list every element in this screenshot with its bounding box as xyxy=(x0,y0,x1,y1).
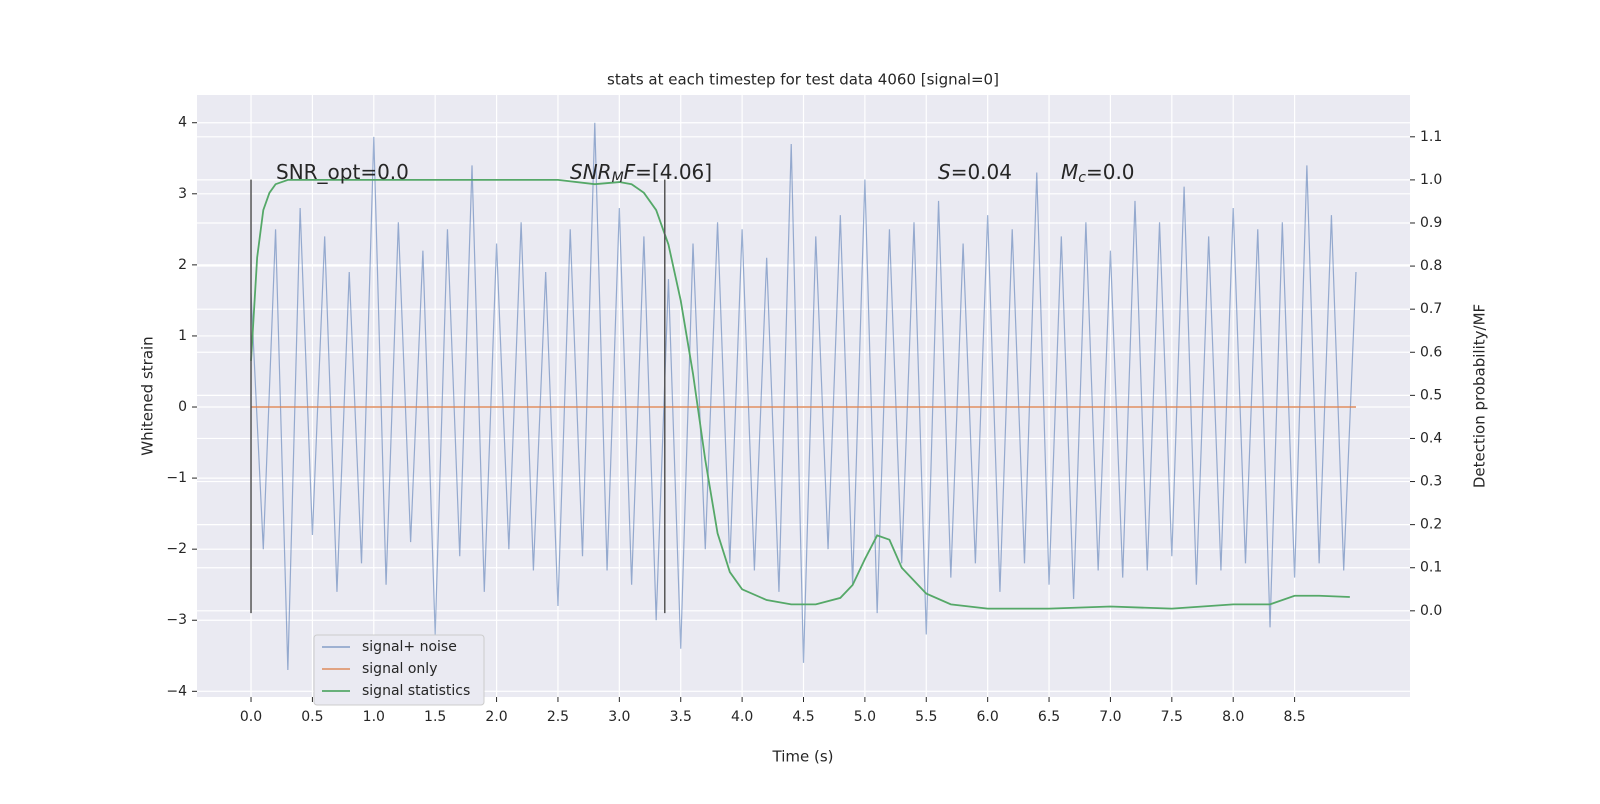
y2-tick-label: 0.7 xyxy=(1420,301,1442,317)
y-axis-label: Whitened strain xyxy=(139,336,157,455)
y-tick-label: 1 xyxy=(178,328,187,344)
x-tick-label: 1.5 xyxy=(424,709,446,725)
x-tick-label: 7.5 xyxy=(1161,709,1183,725)
y2-tick-label: 0.0 xyxy=(1420,603,1442,619)
annotation: SNRMF=[4.06] xyxy=(570,160,712,187)
y2-tick-label: 0.6 xyxy=(1420,344,1442,360)
y-tick-label: 4 xyxy=(178,115,187,131)
y2-tick-label: 0.8 xyxy=(1420,258,1442,274)
y-tick-label: −3 xyxy=(166,612,187,628)
annotation-part: =[4.06] xyxy=(635,160,712,184)
x-tick-label: 1.0 xyxy=(363,709,385,725)
x-tick-label: 5.5 xyxy=(915,709,937,725)
x-axis-label: Time (s) xyxy=(772,748,834,766)
y-tick-label: −2 xyxy=(166,541,187,557)
chart-title: stats at each timestep for test data 406… xyxy=(607,71,999,89)
annotation-part: =0.04 xyxy=(951,160,1012,184)
annotation-part: SNR xyxy=(570,160,612,184)
legend-label: signal statistics xyxy=(362,683,470,699)
x-tick-label: 8.0 xyxy=(1222,709,1244,725)
y-tick-label: −1 xyxy=(166,470,187,486)
annotation-part: SNR_opt=0.0 xyxy=(276,160,409,184)
annotation-part: c xyxy=(1078,170,1086,186)
x-tick-label: 3.5 xyxy=(670,709,692,725)
x-tick-label: 4.5 xyxy=(792,709,814,725)
legend-label: signal+ noise xyxy=(362,639,457,655)
x-tick-label: 2.0 xyxy=(485,709,507,725)
series-line xyxy=(250,178,1350,610)
y-tick-label: 0 xyxy=(178,399,187,415)
x-tick-label: 7.0 xyxy=(1099,709,1121,725)
y2-tick-label: 0.3 xyxy=(1420,474,1442,490)
x-tick-label: 0.0 xyxy=(240,709,262,725)
legend-box xyxy=(313,634,485,706)
y-tick-label: 2 xyxy=(178,257,187,273)
legend-label: signal only xyxy=(362,661,437,677)
x-tick-label: 6.0 xyxy=(977,709,999,725)
y2-tick-label: 1.1 xyxy=(1420,129,1442,145)
annotation-part: M xyxy=(612,170,624,186)
annotation: Mc=0.0 xyxy=(1061,160,1135,187)
x-tick-label: 5.0 xyxy=(854,709,876,725)
x-tick-label: 2.5 xyxy=(547,709,569,725)
y-tick-label: 3 xyxy=(178,186,187,202)
x-tick-label: 0.5 xyxy=(301,709,323,725)
annotation-part: M xyxy=(1061,160,1078,184)
annotation: SNR_opt=0.0 xyxy=(276,160,409,184)
x-tick-label: 6.5 xyxy=(1038,709,1060,725)
annotation: S=0.04 xyxy=(938,160,1012,184)
y2-tick-label: 0.1 xyxy=(1420,560,1442,576)
x-tick-label: 4.0 xyxy=(731,709,753,725)
x-tick-label: 3.0 xyxy=(608,709,630,725)
x-tick-label: 8.5 xyxy=(1283,709,1305,725)
y2-tick-label: 0.2 xyxy=(1420,517,1442,533)
series-line xyxy=(250,122,1357,671)
y2-tick-label: 0.9 xyxy=(1420,215,1442,231)
annotation-part: =0.0 xyxy=(1086,160,1135,184)
annotation-part: F xyxy=(624,160,636,184)
legend: signal+ noise signal only signal statistic… xyxy=(313,634,485,706)
y2-axis-label: Detection probability/MF xyxy=(1471,304,1489,488)
annotation-part: S xyxy=(938,160,951,184)
y2-tick-label: 0.5 xyxy=(1420,387,1442,403)
y-tick-label: −4 xyxy=(166,683,187,699)
y2-tick-label: 0.4 xyxy=(1420,430,1442,446)
y2-tick-label: 1.0 xyxy=(1420,172,1442,188)
